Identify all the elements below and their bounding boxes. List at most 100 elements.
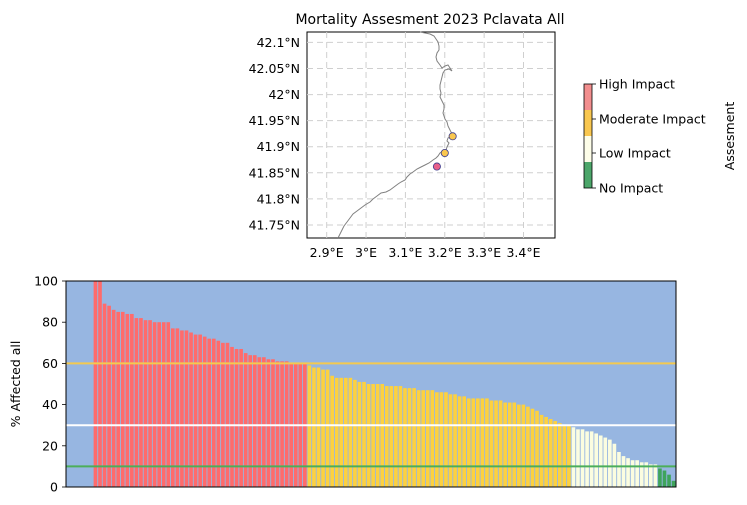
bar-ylabel: % Affected all <box>8 341 23 428</box>
bar <box>166 322 171 487</box>
bar <box>439 392 444 487</box>
bar <box>157 322 161 487</box>
lon-tick-label: 3.3°E <box>467 245 501 260</box>
bar <box>325 369 330 487</box>
bar <box>130 313 134 487</box>
bar <box>248 355 253 487</box>
bar <box>503 402 507 487</box>
lat-tick-label: 41.9°N <box>257 139 300 154</box>
bar <box>603 437 608 487</box>
bar <box>280 361 284 487</box>
bar <box>612 443 617 487</box>
colorbar-segment <box>584 136 592 162</box>
bar <box>507 402 512 487</box>
lat-tick-label: 41.8°N <box>257 191 300 206</box>
bar <box>193 334 198 487</box>
bar <box>435 392 439 487</box>
bar <box>653 464 658 487</box>
bar <box>380 384 385 487</box>
bar <box>403 388 407 487</box>
percent-ticks: 0 20 40 60 80 100 <box>34 274 66 495</box>
bar <box>225 342 230 487</box>
bar <box>312 367 316 487</box>
bar <box>662 470 667 487</box>
bar <box>202 336 207 487</box>
bar <box>407 388 412 487</box>
colorbar-label: Assesment <box>722 102 737 171</box>
y-tick-label: 100 <box>34 274 58 289</box>
bar <box>339 377 344 487</box>
site-marker <box>432 162 441 171</box>
bar <box>343 377 348 487</box>
colorbar-segment <box>584 110 592 136</box>
y-tick-label: 80 <box>42 315 58 330</box>
bar <box>371 384 375 487</box>
bar <box>617 451 621 487</box>
bar <box>148 320 152 487</box>
bar <box>239 348 243 487</box>
bar <box>521 404 526 487</box>
lat-tick-label: 41.95°N <box>249 113 300 128</box>
bar <box>526 406 530 487</box>
bar <box>330 375 334 487</box>
y-tick-label: 60 <box>42 356 58 371</box>
bar <box>639 462 644 487</box>
bar <box>189 332 193 487</box>
bar <box>230 346 234 487</box>
bar-panel: 0 20 40 60 80 100 % Affected all <box>8 274 677 495</box>
bar <box>216 340 221 487</box>
bar <box>516 404 521 487</box>
bar <box>107 305 111 487</box>
bar <box>321 369 325 487</box>
bar <box>366 384 371 487</box>
colorbar-tick-label: Moderate Impact <box>599 112 706 127</box>
bar <box>180 330 184 487</box>
assessment-colorbar: High Impact Moderate Impact Low Impact No I… <box>583 77 706 196</box>
bar <box>161 322 166 487</box>
bar <box>394 386 398 487</box>
bar <box>271 359 275 487</box>
bar <box>635 460 639 487</box>
bar <box>457 396 462 487</box>
bar <box>412 388 416 487</box>
bar <box>489 400 494 487</box>
bar <box>444 392 448 487</box>
bar <box>184 330 189 487</box>
bar <box>98 281 102 487</box>
bar <box>567 425 571 487</box>
bar <box>221 342 225 487</box>
colorbar-tick-label: Low Impact <box>599 146 671 161</box>
bar <box>348 377 353 487</box>
lat-tick-label: 42.1°N <box>257 35 300 50</box>
bar <box>139 318 143 487</box>
bar <box>535 410 539 487</box>
map-frame <box>306 31 556 239</box>
bar <box>357 381 362 487</box>
bar <box>257 357 262 487</box>
coastline <box>337 31 453 239</box>
lat-tick-label: 42.05°N <box>249 61 300 76</box>
bar <box>471 398 476 487</box>
bar <box>480 398 485 487</box>
bar <box>362 381 366 487</box>
lat-tick-label: 41.85°N <box>249 165 300 180</box>
map-panel: 42.1°N 42.05°N 42°N 41.95°N 41.9°N 41.85°N 41.… <box>249 31 556 260</box>
lon-tick-label: 3°E <box>355 245 377 260</box>
colorbar-tick-label: No Impact <box>599 181 663 196</box>
longitude-ticks: 2.9°E 3°E 3.1°E 3.2°E 3.3°E 3.4°E <box>310 245 541 260</box>
site-marker <box>440 148 449 157</box>
bar <box>284 361 289 487</box>
bar <box>498 400 503 487</box>
threshold-lines <box>66 362 676 468</box>
bar <box>307 365 312 487</box>
lat-tick-label: 41.75°N <box>249 217 300 232</box>
bar <box>585 431 589 487</box>
bar <box>211 338 216 487</box>
bar <box>530 408 535 487</box>
colorbar-frame <box>583 83 593 189</box>
y-tick-label: 20 <box>42 438 58 453</box>
colorbar-tick-label: High Impact <box>599 77 675 92</box>
bar-frame <box>65 280 677 488</box>
lon-tick-label: 3.4°E <box>506 245 540 260</box>
bar <box>430 390 435 487</box>
